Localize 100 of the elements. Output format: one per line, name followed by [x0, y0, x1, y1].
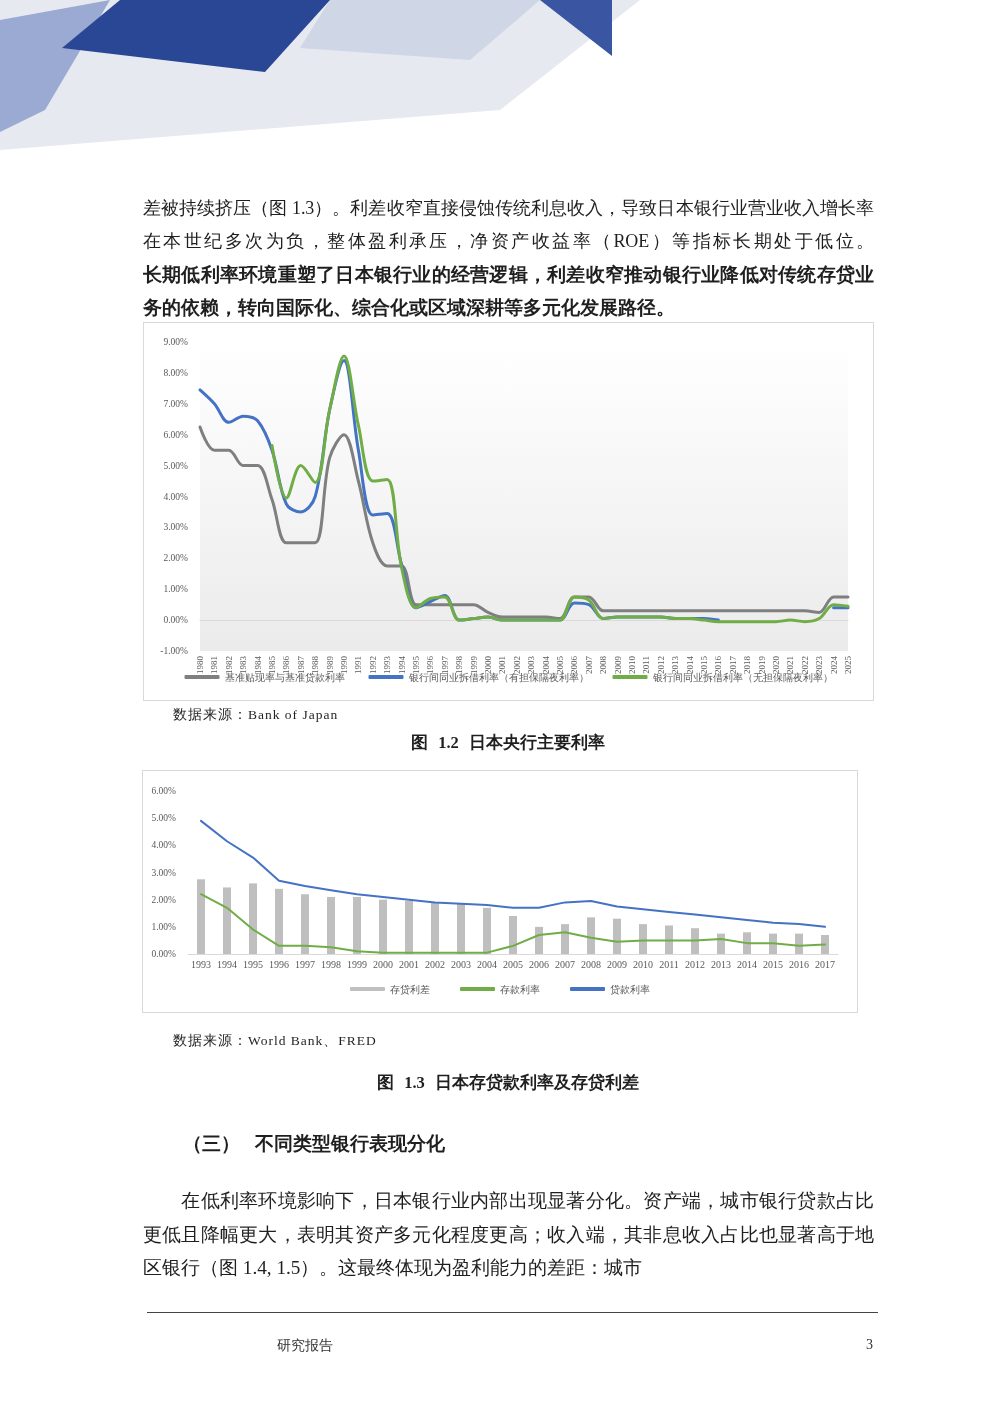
x-tick-label: 1994 [217, 958, 237, 970]
text: 图 1.2 日本央行主要利率 [410, 732, 606, 754]
x-tick-label: 2000 [483, 655, 493, 674]
x-tick-label: 1984 [252, 655, 263, 674]
y-tick-label: 0.00% [151, 949, 177, 959]
x-tick-label: 2000 [373, 958, 393, 970]
x-tick-label: 1995 [243, 958, 263, 970]
y-tick-label: 2.00% [151, 894, 177, 905]
x-tick-label: 1998 [321, 958, 341, 970]
y-tick-label: 2.00% [163, 553, 189, 564]
y-tick-label: 1.00% [151, 921, 177, 932]
bar [664, 925, 674, 954]
x-tick-label: 2020 [771, 655, 781, 674]
x-tick-label: 2017 [727, 655, 738, 674]
bar [560, 924, 570, 954]
x-tick-label: 2024 [828, 655, 839, 674]
x-tick-label: 1983 [238, 655, 249, 674]
x-tick-label: 2011 [641, 656, 652, 674]
x-tick-label: 2002 [511, 656, 522, 674]
x-tick-label: 2007 [583, 655, 594, 674]
x-tick-label: 1981 [209, 656, 220, 674]
x-tick-label: 1997 [439, 655, 450, 674]
y-tick-label: -1.00% [160, 646, 189, 656]
x-tick-label: 2022 [799, 656, 810, 674]
bar [456, 903, 466, 954]
x-tick-label: 2002 [425, 958, 445, 970]
bar [326, 896, 336, 954]
x-tick-label: 1992 [367, 656, 378, 674]
x-tick-label: 1982 [223, 656, 234, 674]
x-tick-label: 1986 [281, 655, 292, 674]
x-tick-label: 2011 [659, 958, 679, 970]
x-tick-label: 2013 [670, 655, 681, 674]
y-tick-label: 3.00% [163, 522, 189, 533]
x-tick-label: 1999 [468, 655, 479, 674]
text: 研究报告 [277, 1337, 333, 1355]
y-tick-label: 4.00% [151, 840, 177, 851]
x-tick-label: 2009 [612, 655, 623, 674]
line-series [198, 425, 850, 621]
x-tick-label: 2008 [598, 655, 609, 674]
legend-label: 存贷利差 [390, 983, 430, 995]
x-tick-label: 2001 [399, 958, 419, 970]
x-tick-label: 2015 [699, 655, 709, 674]
bar [274, 888, 284, 954]
x-tick-label: 2021 [785, 656, 796, 674]
bar [430, 902, 440, 954]
x-tick-label: 1993 [382, 655, 393, 674]
bar [378, 899, 388, 954]
y-tick-label: 1.00% [163, 584, 189, 595]
y-tick-label: 4.00% [163, 491, 189, 502]
bar [300, 894, 310, 954]
x-tick-label: 1996 [269, 958, 289, 970]
bar [508, 915, 518, 954]
text: 图 1.3 日本存贷款利率及存贷利差 [376, 1072, 640, 1094]
line-series [200, 893, 826, 954]
text: （三） 不同类型银行表现分化 [183, 1132, 445, 1156]
bar [352, 896, 362, 954]
y-tick-label: 3.00% [151, 867, 177, 878]
x-tick-label: 2015 [763, 958, 783, 970]
x-tick-label: 2016 [713, 655, 724, 674]
x-tick-label: 2003 [526, 655, 537, 674]
x-tick-label: 2012 [655, 656, 666, 674]
x-tick-label: 2018 [742, 655, 753, 674]
y-tick-label: 6.00% [151, 786, 177, 796]
x-tick-label: 1998 [454, 655, 465, 674]
y-tick-label: 9.00% [163, 337, 189, 347]
bar [820, 934, 830, 954]
legend-label: 存款利率 [500, 983, 540, 995]
y-tick-label: 7.00% [163, 398, 189, 409]
x-tick-label: 2009 [607, 958, 627, 970]
x-tick-label: 1980 [195, 655, 205, 674]
x-tick-label: 2013 [711, 958, 731, 970]
x-tick-label: 2016 [789, 958, 809, 970]
text: 在低利率环境影响下，日本银行业内部出现显著分化。资产端，城市银行贷款占比更低且降幅更大，表明其资产多元化程度更高；收入端，其非息收入占比也显著高于地区银行（图 1.4, 1.5）。这最终体现为盈利能力的差距：城市 [143, 1189, 874, 1280]
bar [404, 901, 414, 954]
x-tick-label: 2010 [633, 958, 653, 970]
y-tick-label: 6.00% [163, 429, 189, 440]
x-tick-label: 1985 [267, 655, 277, 674]
x-tick-label: 2012 [685, 958, 705, 970]
x-tick-label: 1995 [411, 655, 421, 674]
x-tick-label: 2004 [540, 655, 551, 674]
x-tick-label: 2019 [756, 655, 767, 674]
x-tick-label: 1999 [347, 958, 367, 970]
x-tick-label: 1994 [396, 655, 407, 674]
x-tick-label: 2003 [451, 958, 471, 970]
bar [638, 924, 648, 954]
x-tick-label: 1987 [295, 655, 306, 674]
x-tick-label: 1989 [324, 655, 335, 674]
x-tick-label: 2008 [581, 958, 601, 970]
line-series [200, 819, 826, 928]
x-tick-label: 1990 [339, 655, 349, 674]
bar [482, 907, 492, 954]
source-note: 数据来源：Bank of Japan [173, 706, 339, 724]
x-tick-label: 2025 [843, 655, 853, 674]
y-tick-label: 0.00% [163, 615, 189, 626]
x-tick-label: 2005 [555, 655, 565, 674]
x-tick-label: 2005 [503, 958, 523, 970]
text: 长期低利率环境重塑了日本银行业的经营逻辑，利差收窄推动银行业降低对传统存贷业务的依赖，转向国际化、综合化或区域深耕等多元化发展路径。 [143, 263, 874, 320]
x-tick-label: 2006 [529, 958, 549, 970]
x-tick-label: 2001 [497, 656, 508, 674]
bar [690, 928, 700, 954]
